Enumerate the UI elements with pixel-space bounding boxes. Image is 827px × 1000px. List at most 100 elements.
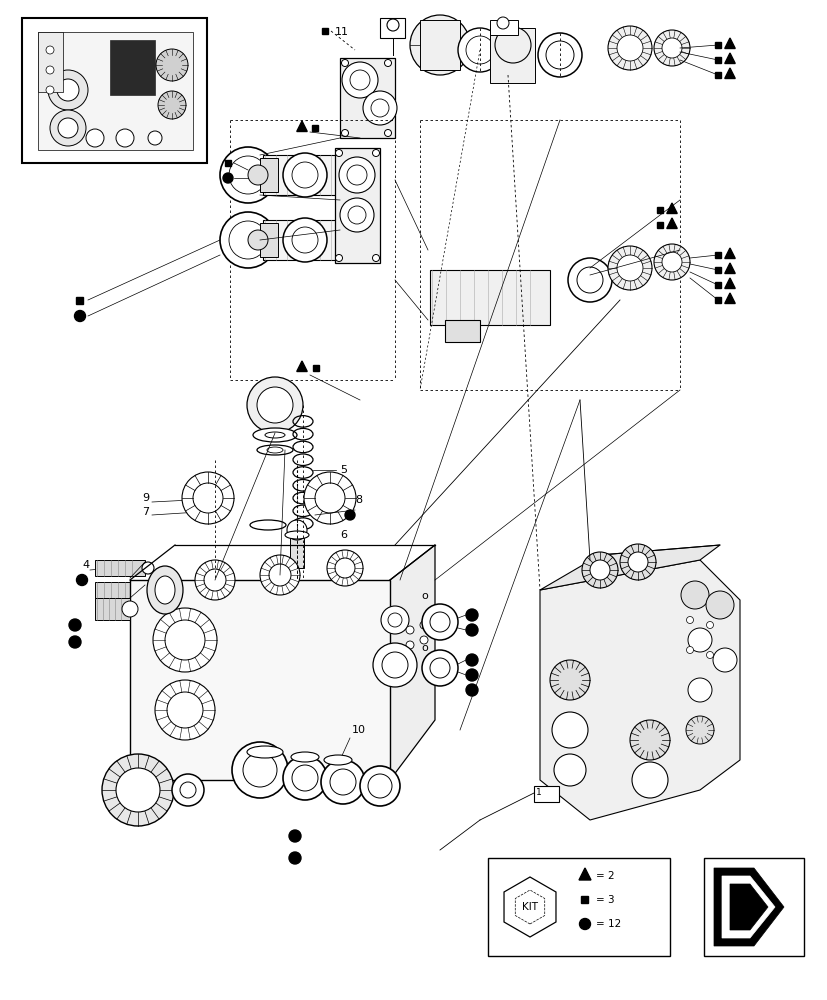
Bar [715, 252, 720, 258]
Ellipse shape [266, 447, 283, 453]
Circle shape [429, 658, 449, 678]
Circle shape [705, 621, 713, 629]
Circle shape [116, 768, 160, 812]
Circle shape [283, 756, 327, 800]
Text: = 3: = 3 [595, 895, 614, 905]
Circle shape [466, 684, 477, 696]
Circle shape [552, 712, 587, 748]
Bar [429, 270, 549, 325]
Bar [38, 32, 63, 92]
Polygon shape [724, 278, 734, 288]
Circle shape [203, 569, 226, 591]
Circle shape [116, 129, 134, 147]
Circle shape [466, 624, 477, 636]
Circle shape [289, 830, 301, 842]
Circle shape [496, 17, 509, 29]
Circle shape [260, 555, 299, 595]
Circle shape [590, 560, 609, 580]
Circle shape [653, 30, 689, 66]
Text: o: o [421, 643, 428, 653]
Circle shape [338, 157, 375, 193]
Text: 7: 7 [141, 507, 149, 517]
Bar [444, 320, 480, 342]
Circle shape [155, 680, 215, 740]
Circle shape [304, 472, 356, 524]
Circle shape [341, 130, 348, 137]
Circle shape [409, 15, 470, 75]
Circle shape [292, 162, 318, 188]
Text: 6: 6 [340, 530, 347, 540]
Circle shape [248, 165, 268, 185]
Polygon shape [724, 68, 734, 79]
Circle shape [50, 110, 86, 146]
Bar [95, 598, 130, 620]
Ellipse shape [246, 746, 283, 758]
Circle shape [686, 647, 693, 654]
Polygon shape [539, 560, 739, 820]
Circle shape [538, 33, 581, 77]
Circle shape [705, 652, 713, 658]
Circle shape [86, 129, 104, 147]
Circle shape [46, 46, 54, 54]
Polygon shape [721, 876, 774, 938]
Bar [656, 207, 662, 213]
Circle shape [165, 620, 205, 660]
Text: 5: 5 [340, 465, 347, 475]
Circle shape [616, 255, 643, 281]
Circle shape [345, 510, 355, 520]
Circle shape [246, 377, 303, 433]
Circle shape [686, 616, 693, 624]
Circle shape [360, 766, 399, 806]
Polygon shape [390, 545, 434, 780]
Polygon shape [666, 218, 676, 229]
Polygon shape [504, 877, 555, 937]
Circle shape [232, 742, 288, 798]
Circle shape [74, 310, 85, 322]
Text: 10: 10 [351, 725, 366, 735]
Circle shape [405, 641, 414, 649]
Circle shape [680, 581, 708, 609]
Bar [419, 20, 460, 70]
Text: = 12: = 12 [595, 919, 620, 929]
Circle shape [148, 131, 162, 145]
Bar [715, 72, 720, 78]
Circle shape [422, 27, 457, 63]
Circle shape [616, 35, 643, 61]
Text: 8: 8 [355, 495, 361, 505]
Text: 9: 9 [141, 493, 149, 503]
Circle shape [287, 520, 307, 540]
Bar [703, 858, 803, 956]
Circle shape [327, 550, 362, 586]
Circle shape [58, 118, 78, 138]
Bar [340, 58, 394, 138]
Ellipse shape [253, 428, 297, 442]
Circle shape [283, 153, 327, 197]
Circle shape [687, 628, 711, 652]
Circle shape [712, 648, 736, 672]
Circle shape [662, 252, 681, 272]
Bar [260, 223, 278, 257]
Circle shape [372, 150, 379, 157]
Circle shape [342, 62, 378, 98]
Ellipse shape [256, 445, 293, 455]
Circle shape [269, 564, 290, 586]
Bar [533, 786, 558, 802]
Bar [335, 148, 380, 263]
Bar [715, 297, 720, 303]
Polygon shape [578, 868, 590, 880]
Bar [490, 20, 518, 35]
Circle shape [388, 613, 402, 627]
Bar [312, 125, 318, 131]
Text: KIT: KIT [521, 902, 538, 912]
Bar [263, 155, 367, 195]
Polygon shape [296, 361, 307, 371]
Bar [22, 18, 207, 163]
Circle shape [429, 612, 449, 632]
Ellipse shape [250, 520, 285, 530]
Ellipse shape [155, 576, 174, 604]
Polygon shape [713, 868, 783, 946]
Bar [76, 296, 84, 304]
Circle shape [76, 574, 88, 585]
Text: 4: 4 [82, 560, 89, 570]
Bar [656, 222, 662, 228]
